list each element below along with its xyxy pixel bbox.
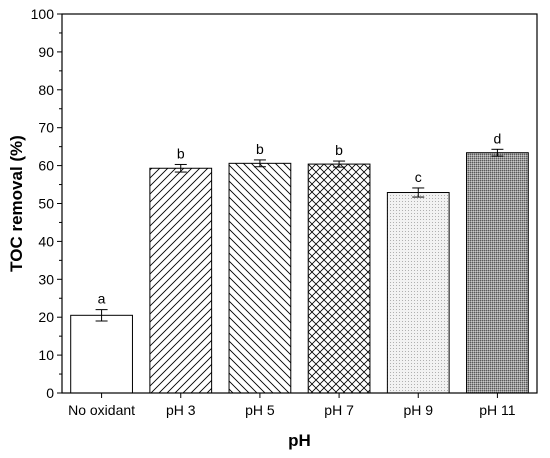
x-tick-label: pH 5 (245, 402, 275, 418)
significance-label: a (98, 291, 106, 307)
significance-label: c (415, 169, 422, 185)
y-tick-label: 40 (38, 233, 54, 249)
y-tick-label: 10 (38, 347, 54, 363)
y-tick-label: 0 (46, 385, 54, 401)
significance-label: b (335, 142, 343, 158)
significance-label: d (494, 130, 502, 146)
y-tick-label: 30 (38, 271, 54, 287)
significance-label: b (177, 145, 185, 161)
x-tick-label: pH 7 (324, 402, 354, 418)
x-tick-label: No oxidant (68, 402, 135, 418)
plot-frame (61, 13, 538, 394)
y-tick-label: 60 (38, 158, 54, 174)
y-tick-label: 90 (38, 44, 54, 60)
y-tick-label: 50 (38, 196, 54, 212)
y-tick-label: 70 (38, 120, 54, 136)
significance-label: b (256, 141, 264, 157)
y-tick-label: 100 (31, 6, 55, 22)
x-tick-label: pH 11 (479, 402, 516, 418)
y-axis-title: TOC removal (%) (7, 135, 26, 272)
x-tick-label: pH 9 (403, 402, 433, 418)
bar (228, 162, 292, 394)
bar (70, 314, 133, 394)
x-tick-label: pH 3 (166, 402, 196, 418)
x-axis-title: pH (288, 431, 311, 450)
bar (466, 152, 529, 394)
bar (149, 167, 213, 394)
bar (386, 192, 450, 394)
y-tick-label: 20 (38, 309, 54, 325)
y-tick-label: 80 (38, 82, 54, 98)
bar (307, 163, 371, 394)
